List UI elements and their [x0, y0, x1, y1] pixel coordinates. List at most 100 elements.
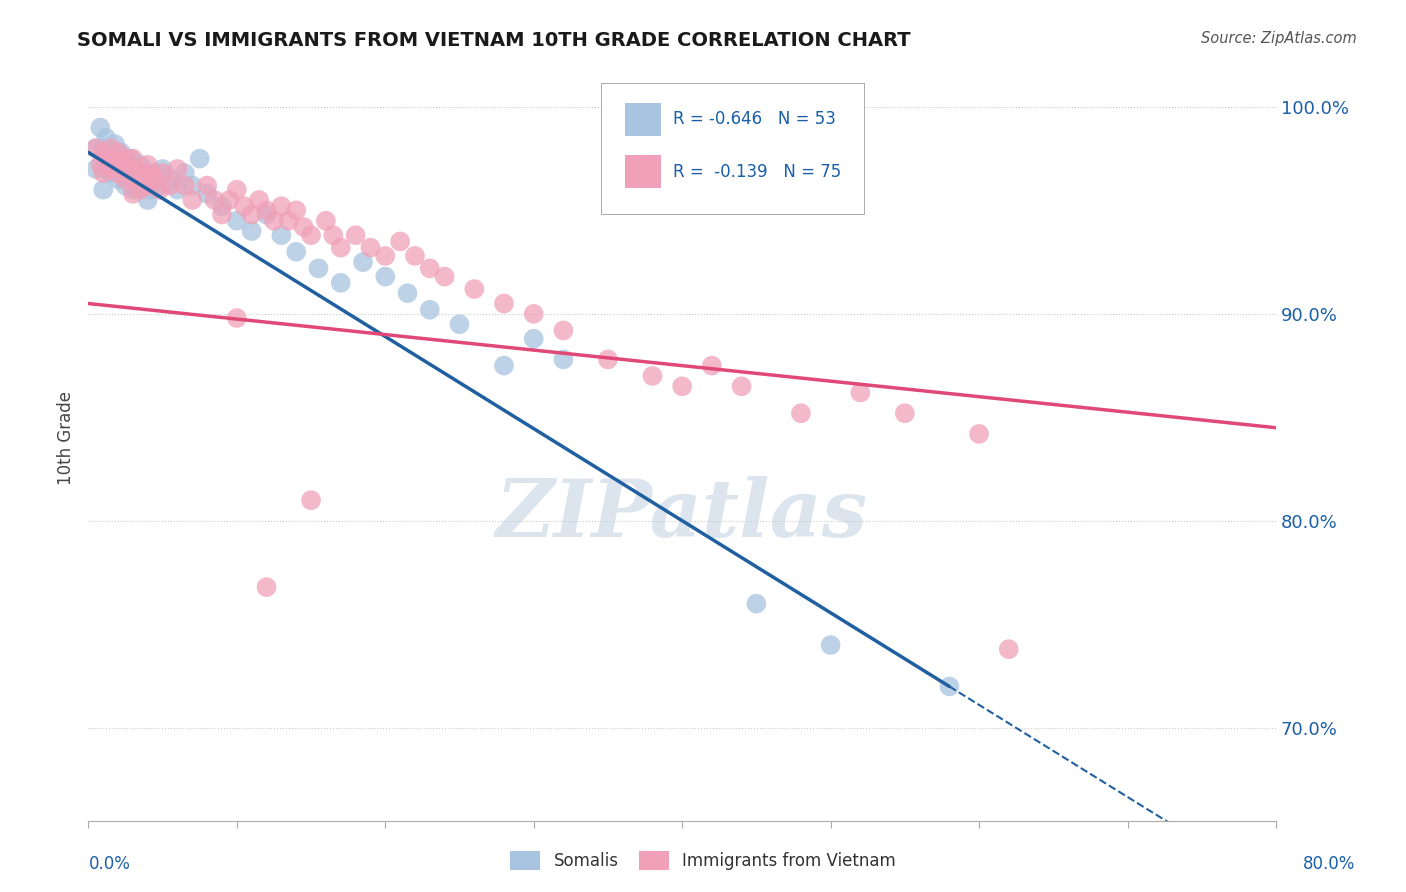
Point — [553, 323, 575, 337]
Point — [359, 241, 381, 255]
Point — [100, 161, 122, 176]
Point — [84, 141, 107, 155]
Text: 80.0%: 80.0% — [1302, 855, 1355, 872]
Point — [129, 183, 152, 197]
Point — [114, 152, 136, 166]
Point — [523, 307, 546, 321]
Point — [240, 207, 263, 221]
Point — [247, 193, 270, 207]
Point — [125, 161, 148, 176]
Text: ZIPatlas: ZIPatlas — [496, 476, 869, 553]
Legend: Somalis, Immigrants from Vietnam: Somalis, Immigrants from Vietnam — [503, 844, 903, 877]
Point — [263, 213, 285, 227]
Point — [152, 161, 174, 176]
Point — [285, 244, 308, 259]
Point — [492, 359, 515, 373]
Point — [225, 183, 247, 197]
Point — [110, 158, 132, 172]
Point — [122, 172, 145, 186]
Point — [277, 213, 299, 227]
Point — [96, 131, 118, 145]
Point — [308, 261, 330, 276]
Point — [100, 141, 122, 155]
Point — [195, 186, 218, 201]
Point — [374, 269, 396, 284]
Point — [100, 166, 122, 180]
Point — [745, 100, 768, 114]
Point — [129, 166, 152, 180]
Point — [181, 193, 204, 207]
Point — [240, 224, 263, 238]
Point — [299, 493, 322, 508]
Point — [449, 317, 471, 331]
Point — [100, 145, 122, 160]
Point — [122, 161, 145, 176]
Point — [641, 368, 664, 383]
Point — [419, 261, 441, 276]
Point — [195, 178, 218, 193]
Point — [89, 120, 111, 135]
Point — [181, 178, 204, 193]
Point — [91, 161, 114, 176]
Point — [129, 158, 152, 172]
Point — [894, 406, 917, 420]
Point — [553, 352, 575, 367]
Point — [463, 282, 485, 296]
Text: 0.0%: 0.0% — [89, 855, 131, 872]
Point — [152, 166, 174, 180]
Point — [745, 597, 768, 611]
Point — [790, 406, 813, 420]
Point — [84, 161, 107, 176]
Point — [159, 172, 181, 186]
Point — [849, 385, 872, 400]
Point — [938, 680, 960, 694]
Point — [322, 228, 344, 243]
Point — [233, 199, 256, 213]
Point — [315, 213, 337, 227]
Text: R =  -0.139   N = 75: R = -0.139 N = 75 — [672, 162, 841, 180]
Text: SOMALI VS IMMIGRANTS FROM VIETNAM 10TH GRADE CORRELATION CHART: SOMALI VS IMMIGRANTS FROM VIETNAM 10TH G… — [77, 31, 911, 50]
Point — [218, 193, 240, 207]
Point — [329, 241, 352, 255]
Point — [292, 219, 315, 234]
Y-axis label: 10th Grade: 10th Grade — [58, 391, 75, 485]
Point — [166, 183, 188, 197]
Point — [173, 178, 195, 193]
Point — [125, 172, 148, 186]
Point — [730, 379, 752, 393]
Point — [107, 152, 129, 166]
Point — [118, 152, 141, 166]
Point — [225, 311, 247, 326]
Point — [139, 183, 162, 197]
Point — [143, 166, 166, 180]
Point — [159, 178, 181, 193]
Text: Source: ZipAtlas.com: Source: ZipAtlas.com — [1201, 31, 1357, 46]
Point — [107, 145, 129, 160]
Point — [492, 296, 515, 310]
Point — [96, 152, 118, 166]
Bar — [626, 103, 661, 136]
Point — [820, 638, 842, 652]
Point — [344, 228, 367, 243]
Point — [91, 166, 114, 180]
Point — [173, 166, 195, 180]
Text: R = -0.646   N = 53: R = -0.646 N = 53 — [672, 111, 835, 128]
Point — [211, 199, 233, 213]
Point — [136, 193, 159, 207]
Point — [114, 158, 136, 172]
Point — [352, 255, 374, 269]
Point — [270, 228, 292, 243]
Point — [396, 286, 419, 301]
Point — [404, 249, 426, 263]
Point — [110, 145, 132, 160]
Point — [166, 161, 188, 176]
Point — [91, 145, 114, 160]
Point — [389, 235, 412, 249]
Point — [91, 141, 114, 155]
Point — [129, 178, 152, 193]
Point — [134, 166, 156, 180]
Point — [104, 152, 127, 166]
Point — [700, 359, 723, 373]
Point — [122, 183, 145, 197]
Point — [433, 269, 456, 284]
